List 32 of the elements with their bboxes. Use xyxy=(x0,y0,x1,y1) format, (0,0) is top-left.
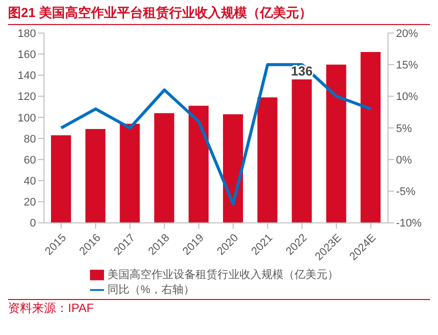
y2-tick-label: 0% xyxy=(396,154,412,166)
y2-tick-label: -10% xyxy=(396,218,422,230)
bar xyxy=(154,113,174,223)
bar xyxy=(120,124,140,223)
y-tick-label: 60 xyxy=(24,154,36,166)
y2-tick-label: 20% xyxy=(396,28,418,40)
y-tick-label: 100 xyxy=(18,112,36,124)
y-tick-label: 80 xyxy=(24,133,36,146)
y-tick-label: 0 xyxy=(30,218,36,230)
y-tick-label: 160 xyxy=(18,48,36,61)
y2-tick-label: 10% xyxy=(396,91,418,104)
bar xyxy=(326,64,346,223)
line-series xyxy=(60,63,372,206)
y2-tick-label: -5% xyxy=(396,186,416,198)
bar xyxy=(292,79,312,223)
y2-tick-label: 5% xyxy=(396,122,412,135)
bar xyxy=(188,106,209,223)
bar xyxy=(85,128,106,223)
text: 资料来源：IPAF xyxy=(8,300,430,317)
bar xyxy=(51,135,71,223)
bar xyxy=(223,114,243,223)
bar xyxy=(360,52,381,223)
legend-label: 同比（%，右轴） xyxy=(108,284,194,296)
y-tick-label: 40 xyxy=(24,176,36,188)
y-tick-label: 20 xyxy=(24,196,36,209)
legend-label: 美国高空作业设备租赁行业收入规模（亿美元） xyxy=(108,268,338,281)
chart-title: 图21 美国高空作业平台租赁行业收入规模（亿美元） xyxy=(8,4,430,25)
y-tick-label: 120 xyxy=(18,91,36,104)
bar xyxy=(257,97,278,223)
y2-tick-label: 15% xyxy=(396,60,418,72)
y-tick-label: 180 xyxy=(18,28,36,40)
y-tick-label: 140 xyxy=(18,70,36,82)
